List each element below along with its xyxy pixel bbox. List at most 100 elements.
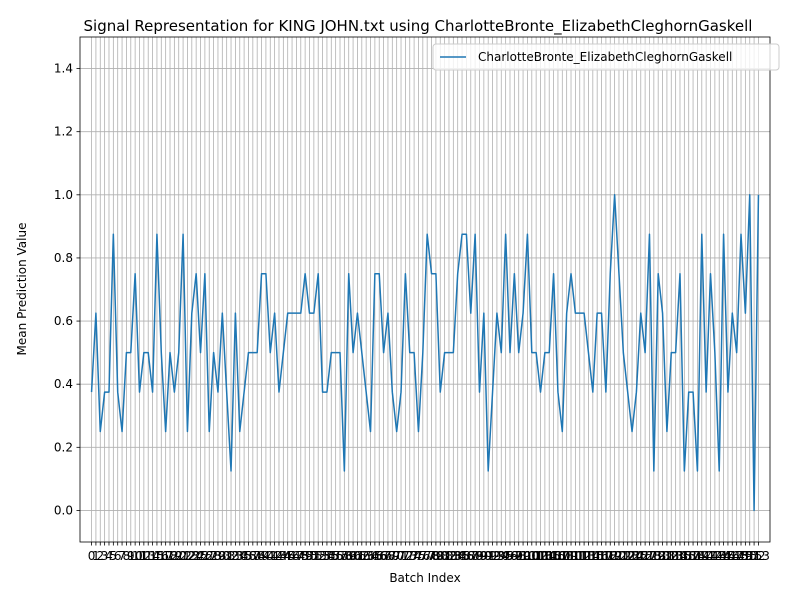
x-tick-label: 10 — [127, 549, 142, 563]
x-tick-label: 128 — [638, 549, 661, 563]
x-tick-label: 138 — [682, 549, 705, 563]
x-tick-label: 118 — [594, 549, 617, 563]
x-tick-label: 22 — [180, 549, 195, 563]
x-tick-label: 55 — [324, 549, 339, 563]
x-tick-label: 133 — [660, 549, 683, 563]
x-tick-label: 89 — [472, 549, 487, 563]
x-tick-label: 80 — [433, 549, 448, 563]
x-tick-label: 44 — [276, 549, 291, 563]
x-tick-label: 107 — [546, 549, 569, 563]
x-tick-label: 2 — [96, 549, 104, 563]
x-tick-label: 143 — [703, 549, 726, 563]
x-tick-label: 60 — [345, 549, 360, 563]
x-tick-label: 90 — [476, 549, 491, 563]
x-tick-label: 152 — [743, 549, 766, 563]
x-tick-label: 144 — [708, 549, 731, 563]
x-tick-label: 76 — [415, 549, 430, 563]
y-tick-label: 0.8 — [54, 251, 73, 265]
x-tick-label: 28 — [206, 549, 221, 563]
legend-box — [432, 43, 780, 71]
x-tick-label: 8 — [123, 549, 131, 563]
x-tick-label: 29 — [210, 549, 225, 563]
x-tick-label: 97 — [507, 549, 522, 563]
x-tick-label: 142 — [699, 549, 722, 563]
x-tick-label: 50 — [302, 549, 317, 563]
x-tick-label: 88 — [467, 549, 482, 563]
x-tick-label: 100 — [516, 549, 539, 563]
x-tick-label: 53 — [315, 549, 330, 563]
x-tick-label: 111 — [564, 549, 587, 563]
x-tick-label: 110 — [560, 549, 583, 563]
x-tick-label: 9 — [127, 549, 135, 563]
x-tick-label: 4 — [105, 549, 113, 563]
x-tick-label: 149 — [730, 549, 753, 563]
x-tick-label: 36 — [241, 549, 256, 563]
x-tick-label: 72 — [398, 549, 413, 563]
plot-frame — [79, 36, 771, 543]
x-tick-label: 39 — [254, 549, 269, 563]
y-tick-label: 0.4 — [54, 377, 73, 391]
x-tick-label: 150 — [734, 549, 757, 563]
x-tick-label: 92 — [485, 549, 500, 563]
x-tick-label: 21 — [175, 549, 190, 563]
x-tick-label: 25 — [193, 549, 208, 563]
x-tick-label: 62 — [354, 549, 369, 563]
x-tick-label: 86 — [459, 549, 474, 563]
x-tick-label: 130 — [647, 549, 670, 563]
x-tick-label: 103 — [529, 549, 552, 563]
series-line — [90, 194, 760, 512]
y-tick-label: 1.2 — [54, 125, 73, 139]
x-tick-label: 14 — [145, 549, 160, 563]
x-tick-label: 140 — [690, 549, 713, 563]
x-tick-label: 81 — [437, 549, 452, 563]
x-tick-label: 7 — [118, 549, 126, 563]
x-tick-label: 34 — [232, 549, 247, 563]
x-tick-label: 68 — [380, 549, 395, 563]
x-tick-label: 96 — [502, 549, 517, 563]
x-tick-label: 85 — [454, 549, 469, 563]
x-tick-label: 43 — [271, 549, 286, 563]
x-tick-label: 139 — [686, 549, 709, 563]
x-tick-label: 58 — [337, 549, 352, 563]
x-tick-label: 74 — [406, 549, 421, 563]
x-tick-label: 31 — [219, 549, 234, 563]
x-tick-label: 67 — [376, 549, 391, 563]
y-gridlines — [80, 68, 770, 511]
x-tick-label: 95 — [498, 549, 513, 563]
x-tick-label: 109 — [555, 549, 578, 563]
x-tick-label: 75 — [411, 549, 426, 563]
y-tick-label: 0.2 — [54, 440, 73, 454]
x-tick-label: 59 — [341, 549, 356, 563]
y-axis-ticks: 0.0 0.2 0.4 0.6 0.8 1.0 1.2 1.4 — [54, 62, 80, 517]
x-tick-label: 69 — [385, 549, 400, 563]
x-tick-label: 35 — [236, 549, 251, 563]
x-tick-label: 42 — [267, 549, 282, 563]
x-tick-label: 135 — [669, 549, 692, 563]
x-tick-label: 41 — [263, 549, 278, 563]
x-tick-label: 27 — [202, 549, 217, 563]
x-tick-label: 51 — [306, 549, 321, 563]
x-tick-label: 23 — [184, 549, 199, 563]
y-tick-label: 1.0 — [54, 188, 73, 202]
x-tick-label: 148 — [725, 549, 748, 563]
x-tick-label: 0 — [88, 549, 96, 563]
x-tick-label: 145 — [712, 549, 735, 563]
y-tick-label: 1.4 — [54, 62, 73, 76]
x-tick-label: 134 — [664, 549, 687, 563]
x-tick-label: 16 — [154, 549, 169, 563]
x-tick-label: 71 — [393, 549, 408, 563]
x-tick-label: 125 — [625, 549, 648, 563]
x-tick-label: 52 — [311, 549, 326, 563]
x-tick-label: 141 — [695, 549, 718, 563]
x-tick-label: 49 — [297, 549, 312, 563]
x-tick-label: 77 — [420, 549, 435, 563]
x-tick-label: 153 — [747, 549, 770, 563]
x-tick-label: 94 — [494, 549, 509, 563]
x-tick-label: 20 — [171, 549, 186, 563]
x-tick-label: 33 — [228, 549, 243, 563]
x-tick-label: 114 — [577, 549, 600, 563]
x-tick-label: 98 — [511, 549, 526, 563]
x-tick-label: 146 — [716, 549, 739, 563]
x-axis-ticks: 0123456789101112131415161718192021222324… — [88, 542, 770, 563]
